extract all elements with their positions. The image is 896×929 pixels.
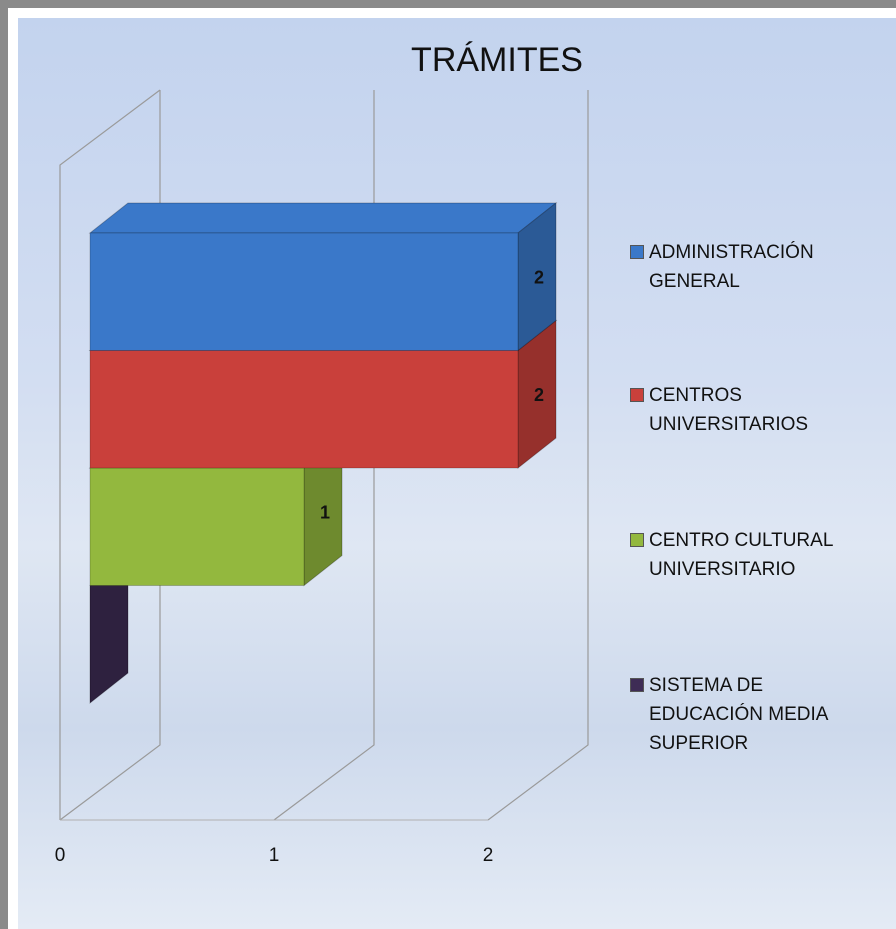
bar-side-shade [304,438,342,586]
data-label: 1 [320,503,330,523]
x-tick-label: 1 [269,845,280,866]
data-label: 2 [534,385,544,405]
legend-swatch [630,678,644,692]
bar-side-shade [518,203,556,351]
grid-line [487,90,589,821]
bar [89,467,305,586]
x-tick-label: 0 [55,845,66,866]
bar [89,232,519,351]
legend-label: CENTROS UNIVERSITARIOS [649,385,809,435]
legend-swatch [630,245,644,259]
data-label: 2 [534,268,544,288]
legend-label: SISTEMA DE EDUCACIÓN MEDIA SUPERIOR [649,675,828,754]
bar-side-shade [90,555,128,703]
left-wall [59,89,161,820]
chart-title: TRÁMITES [411,41,583,79]
legend-swatch [630,388,644,402]
bar [89,350,519,469]
legend-swatch [630,533,644,547]
x-tick-label: 2 [483,845,494,866]
bar-side-shade [518,320,556,468]
legend-label: ADMINISTRACIÓN GENERAL [649,242,814,292]
legend-label: CENTRO CULTURAL UNIVERSITARIO [649,530,833,580]
bar-top [88,202,558,234]
